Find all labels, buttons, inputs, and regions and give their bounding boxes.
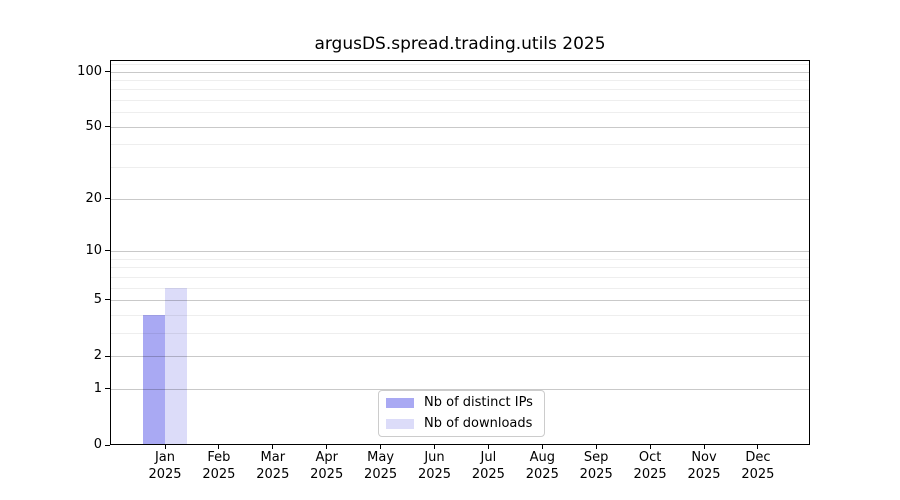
bar-downloads — [165, 287, 187, 444]
y-tick-label: 0 — [93, 437, 102, 452]
y-gridline-minor — [111, 63, 809, 65]
x-tick-mark — [272, 445, 274, 449]
x-tick-mark — [541, 445, 543, 449]
x-tick-mark — [757, 445, 759, 449]
x-tick-label: Dec 2025 — [741, 450, 775, 482]
x-tick-label: Jul 2025 — [471, 450, 505, 482]
x-tick-mark — [487, 445, 489, 449]
y-tick-mark — [105, 198, 110, 200]
legend-label-distinct-ips: Nb of distinct IPs — [424, 395, 533, 410]
y-gridline-major — [111, 299, 809, 301]
plot-area — [110, 60, 810, 445]
x-tick-label: Sep 2025 — [579, 450, 613, 482]
y-gridline-major — [111, 126, 809, 128]
x-tick-label: Apr 2025 — [310, 450, 344, 482]
y-gridline-minor — [111, 79, 809, 81]
chart-title: argusDS.spread.trading.utils 2025 — [314, 34, 606, 54]
bar-distinct-ips — [143, 314, 165, 444]
x-tick-mark — [649, 445, 651, 449]
legend-swatch-downloads — [386, 419, 414, 429]
y-tick-mark — [105, 71, 110, 72]
y-tick-mark — [105, 355, 110, 357]
x-tick-label: Mar 2025 — [256, 450, 290, 482]
y-tick-mark — [105, 299, 110, 301]
y-tick-label: 10 — [85, 242, 102, 258]
x-tick-mark — [380, 445, 382, 449]
y-gridline-major — [111, 198, 809, 200]
y-gridline-minor — [111, 100, 809, 102]
x-tick-mark — [434, 445, 435, 449]
y-gridline-minor — [111, 287, 809, 289]
legend-row: Nb of downloads — [379, 415, 544, 433]
x-tick-label: Jun 2025 — [417, 450, 452, 482]
y-gridline-minor — [111, 167, 809, 169]
y-gridline-minor — [111, 332, 809, 334]
x-tick-mark — [326, 445, 328, 449]
x-tick-label: Aug 2025 — [525, 450, 559, 482]
y-gridline-minor — [111, 258, 809, 260]
y-gridline-minor — [111, 267, 809, 269]
x-tick-mark — [164, 445, 166, 449]
y-gridline-major — [111, 71, 809, 73]
x-tick-label: Feb 2025 — [202, 450, 236, 482]
y-tick-label: 100 — [77, 63, 102, 79]
legend: Nb of distinct IPs Nb of downloads — [378, 390, 545, 437]
legend-row: Nb of distinct IPs — [379, 394, 544, 412]
y-tick-label: 1 — [93, 380, 102, 396]
x-tick-mark — [218, 445, 220, 449]
y-gridline-minor — [111, 144, 809, 146]
y-tick-label: 2 — [93, 348, 102, 364]
y-tick-label: 5 — [93, 291, 102, 307]
x-tick-mark — [595, 445, 597, 449]
legend-swatch-distinct-ips — [386, 398, 414, 408]
legend-label-downloads: Nb of downloads — [424, 416, 533, 431]
y-gridline-major — [111, 250, 809, 252]
y-tick-mark — [105, 444, 110, 446]
y-tick-label: 20 — [85, 190, 102, 206]
y-gridline-minor — [111, 276, 809, 278]
y-gridline-major — [111, 356, 809, 358]
y-tick-mark — [105, 126, 110, 128]
x-tick-label: May 2025 — [364, 450, 398, 482]
y-tick-mark — [105, 250, 110, 252]
y-tick-mark — [105, 388, 110, 390]
y-gridline-major — [111, 388, 809, 390]
y-gridline-minor — [111, 112, 809, 114]
x-tick-label: Nov 2025 — [687, 450, 721, 482]
x-tick-mark — [703, 445, 705, 449]
x-tick-label: Oct 2025 — [633, 450, 667, 482]
y-gridline-minor — [111, 89, 809, 91]
y-gridline-minor — [111, 314, 809, 316]
y-tick-label: 50 — [85, 118, 102, 134]
x-tick-label: Jan 2025 — [148, 450, 182, 482]
